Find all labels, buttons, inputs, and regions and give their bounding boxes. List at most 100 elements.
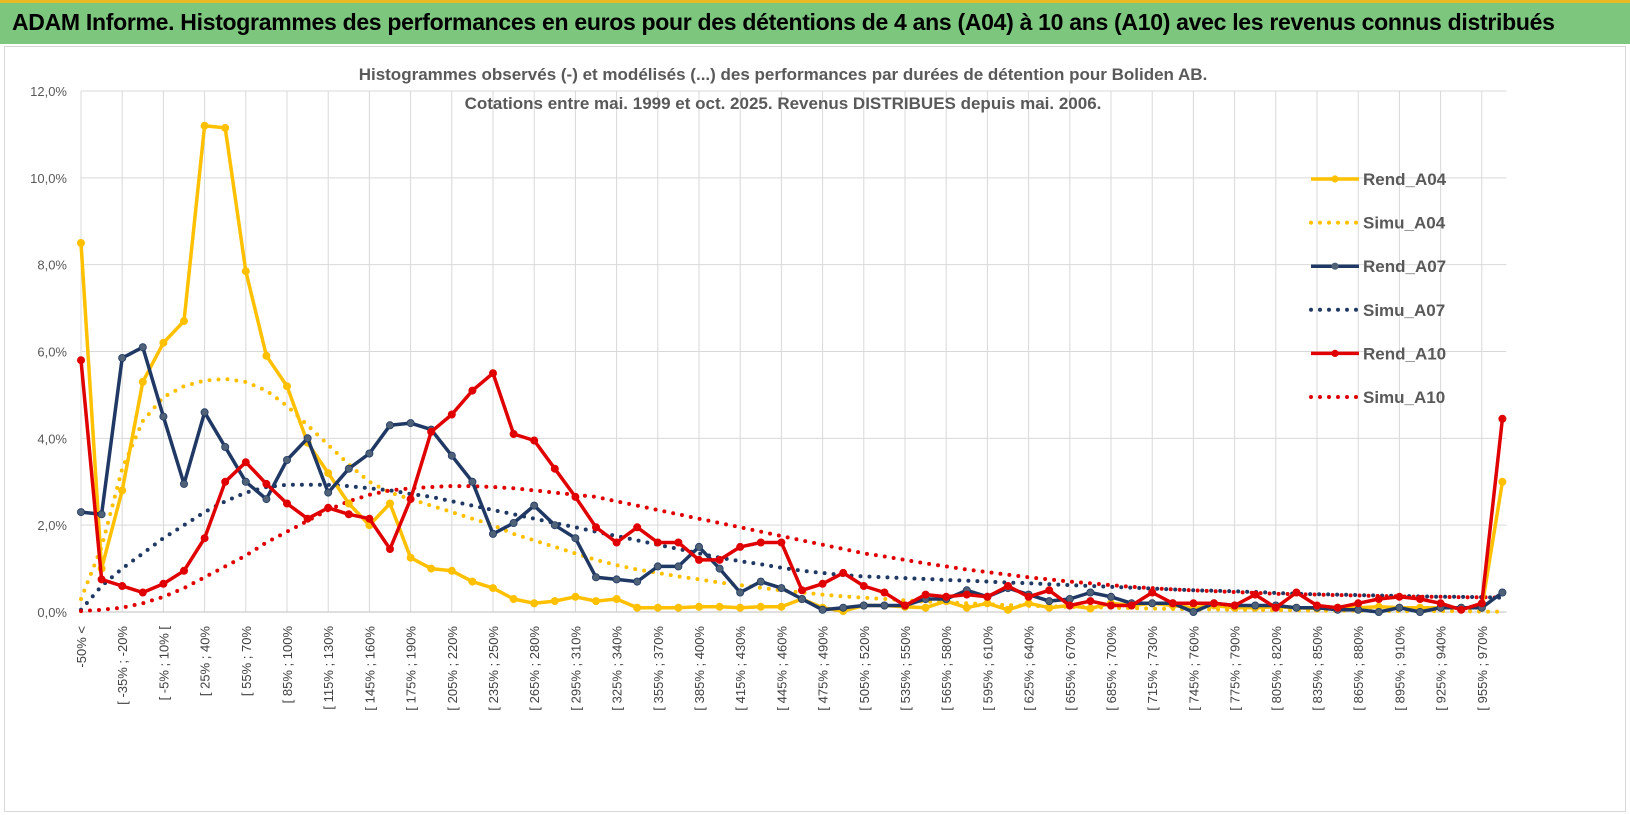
data-point-Rend_A10 (839, 568, 848, 577)
data-point-Rend_A10 (818, 579, 827, 588)
data-point-Rend_A07 (633, 577, 642, 586)
data-point-Rend_A10 (344, 510, 353, 519)
legend-marker (1331, 349, 1339, 357)
data-point-Rend_A10 (1271, 603, 1280, 612)
data-point-Rend_A07 (1045, 597, 1054, 606)
data-point-Rend_A10 (798, 586, 807, 595)
series-line-Simu_A07 (79, 482, 1505, 612)
x-tick-label: [ 925% ; 940% (1434, 626, 1449, 711)
data-point-Rend_A04 (221, 123, 230, 132)
data-point-Rend_A04 (756, 602, 765, 611)
x-tick-label: [ 145% ; 160% (362, 626, 377, 711)
data-point-Rend_A10 (1313, 601, 1322, 610)
data-point-Rend_A10 (447, 410, 456, 419)
data-point-Rend_A10 (159, 579, 168, 588)
data-point-Rend_A04 (468, 577, 477, 586)
y-tick-label: 4,0% (37, 431, 67, 446)
x-tick-label: [ 895% ; 910% (1392, 626, 1407, 711)
data-point-Rend_A04 (385, 499, 394, 508)
x-tick-label: [ 565% ; 580% (939, 626, 954, 711)
x-tick-label: [ 805% ; 820% (1269, 626, 1284, 711)
data-point-Rend_A10 (736, 542, 745, 551)
data-point-Rend_A04 (695, 602, 704, 611)
data-point-Rend_A07 (777, 584, 786, 593)
x-tick-label: [ 715% ; 730% (1145, 626, 1160, 711)
data-point-Rend_A04 (77, 238, 86, 247)
data-point-Rend_A07 (468, 477, 477, 486)
data-point-Rend_A10 (77, 356, 86, 365)
data-point-Rend_A07 (303, 434, 312, 443)
data-point-Rend_A10 (1004, 582, 1013, 591)
data-point-Rend_A07 (97, 510, 106, 519)
data-point-Rend_A10 (756, 538, 765, 547)
x-tick-label: [ 775% ; 790% (1228, 626, 1243, 711)
data-point-Rend_A10 (1354, 599, 1363, 608)
series-Simu_A07 (79, 482, 1505, 612)
data-point-Rend_A10 (138, 588, 147, 597)
data-point-Rend_A10 (1210, 599, 1219, 608)
data-point-Rend_A07 (200, 408, 209, 417)
x-tick-label: [ 355% ; 370% (651, 626, 666, 711)
data-point-Rend_A07 (1189, 608, 1198, 617)
data-point-Rend_A04 (138, 377, 147, 386)
data-point-Rend_A07 (653, 562, 662, 571)
data-point-Rend_A10 (653, 538, 662, 547)
data-point-Rend_A10 (303, 514, 312, 523)
data-point-Rend_A07 (859, 601, 868, 610)
data-point-Rend_A10 (1107, 601, 1116, 610)
data-point-Rend_A04 (674, 603, 683, 612)
data-point-Rend_A07 (77, 508, 86, 517)
data-point-Rend_A10 (1292, 588, 1301, 597)
data-point-Rend_A10 (612, 538, 621, 547)
data-point-Rend_A10 (1416, 595, 1425, 604)
data-point-Rend_A04 (1004, 605, 1013, 614)
x-tick-label: [ 175% ; 190% (404, 626, 419, 711)
data-point-Rend_A10 (674, 538, 683, 547)
data-point-Rend_A07 (839, 603, 848, 612)
x-axis: -50% < [ -35% ; -20% [ -5% ; 10% [[ 25% ; … (74, 611, 1507, 711)
data-point-Rend_A04 (1086, 604, 1095, 613)
data-point-Rend_A10 (592, 523, 601, 532)
legend-item-Simu_A10: Simu_A10 (1309, 388, 1445, 407)
data-point-Rend_A04 (715, 602, 724, 611)
series-line-Rend_A04 (79, 123, 1505, 613)
chart-frame: Histogrammes observés (-) et modélisés (… (4, 46, 1626, 812)
data-point-Rend_A04 (592, 597, 601, 606)
legend-label: Rend_A07 (1363, 257, 1446, 276)
data-point-Rend_A04 (447, 566, 456, 575)
data-point-Rend_A04 (921, 603, 930, 612)
data-point-Rend_A07 (406, 419, 415, 428)
data-point-Rend_A07 (1395, 603, 1404, 612)
x-tick-label: [ 535% ; 550% (898, 626, 913, 711)
x-tick-label: [ 415% ; 430% (733, 626, 748, 711)
x-tick-label: [ 265% ; 280% (527, 626, 542, 711)
data-point-Rend_A07 (1498, 588, 1507, 597)
data-point-Rend_A04 (509, 595, 518, 604)
series-line-Rend_A07 (80, 345, 1504, 614)
data-point-Rend_A04 (530, 599, 539, 608)
data-point-Rend_A10 (901, 601, 910, 610)
data-point-Rend_A07 (241, 477, 250, 486)
data-point-Rend_A10 (179, 566, 188, 575)
data-point-Rend_A07 (1374, 608, 1383, 617)
data-point-Rend_A07 (1107, 592, 1116, 601)
data-point-Rend_A04 (427, 564, 436, 573)
data-point-Rend_A07 (798, 595, 807, 604)
data-point-Rend_A04 (200, 121, 209, 130)
y-axis: 0,0% 2,0% 4,0% 6,0% 8,0% 10,0% 12,0% (30, 84, 67, 620)
data-point-Rend_A10 (118, 582, 127, 591)
data-point-Rend_A10 (1251, 590, 1260, 599)
data-point-Rend_A10 (385, 544, 394, 553)
data-point-Rend_A07 (1086, 588, 1095, 597)
data-point-Rend_A10 (715, 555, 724, 564)
data-point-Rend_A10 (1148, 588, 1157, 597)
data-point-Rend_A04 (653, 603, 662, 612)
report-banner: ADAM Informe. Histogrammes des performan… (0, 0, 1630, 44)
data-point-Rend_A04 (962, 603, 971, 612)
data-point-Rend_A07 (736, 588, 745, 597)
data-point-Rend_A04 (488, 584, 497, 593)
x-tick-label: [ 625% ; 640% (1022, 626, 1037, 711)
data-point-Rend_A10 (1457, 605, 1466, 614)
series-Rend_A07 (77, 343, 1507, 617)
series-Rend_A04 (77, 121, 1507, 616)
